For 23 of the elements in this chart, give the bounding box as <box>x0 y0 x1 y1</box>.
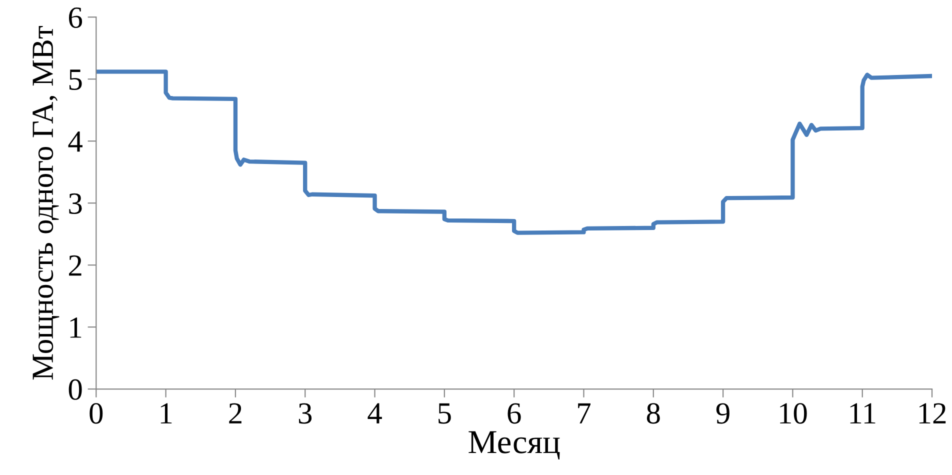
x-tick-label: 12 <box>919 403 946 424</box>
y-tick-label: 5 <box>69 70 82 90</box>
y-tick-label: 4 <box>68 132 82 152</box>
x-tick-label: 8 <box>646 403 660 424</box>
y-tick-label: 0 <box>68 379 82 400</box>
x-tick-label: 0 <box>90 403 103 424</box>
x-tick-label: 11 <box>850 403 876 424</box>
x-tick-label: 5 <box>438 403 451 424</box>
x-tick-label: 2 <box>229 403 242 424</box>
line-series <box>96 70 932 235</box>
y-tick-label: 2 <box>69 255 82 276</box>
x-tick-label: 6 <box>508 403 521 424</box>
x-tick-label: 4 <box>368 403 382 424</box>
y-tick-label: 6 <box>68 7 82 28</box>
x-tick-label: 3 <box>298 403 312 424</box>
y-tick-label: 1 <box>70 317 82 338</box>
x-tick-label: 7 <box>578 403 590 424</box>
x-tick-label: 1 <box>160 403 172 424</box>
x-tick-label: 9 <box>716 403 730 424</box>
y-axis-title: Мощность одного ГА, МВт <box>32 26 60 380</box>
y-tick-label: 3 <box>69 193 82 214</box>
x-tick-label: 10 <box>780 403 807 424</box>
x-axis-title: Месяц <box>468 431 560 460</box>
